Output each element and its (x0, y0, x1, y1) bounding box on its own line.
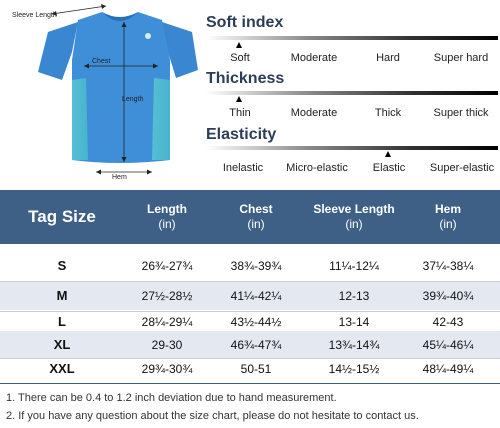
thickness-label-2: Moderate (290, 107, 338, 119)
scale-title-thickness: Thickness (206, 70, 285, 87)
soft-index-label-4: Super hard (433, 52, 489, 64)
cell-hem: 48¼-49¼ (422, 362, 474, 376)
soft-index-label-3: Hard (376, 52, 400, 64)
cell-size: S (57, 258, 67, 273)
note-1: 1. There can be 0.4 to 1.2 inch deviatio… (6, 392, 337, 404)
cell-chest: 43½-44½ (230, 315, 282, 329)
header-hem: Hem (in) (434, 202, 462, 231)
cell-hem: 42-43 (432, 315, 464, 329)
scale-title-elasticity: Elasticity (206, 126, 277, 143)
elasticity-label-4: Super-elastic (429, 162, 495, 174)
soft-index-label-2: Moderate (290, 52, 338, 64)
soft-index-label-1: Soft (230, 52, 250, 64)
cell-chest: 50-51 (240, 362, 272, 376)
sleeve-length-label: Sleeve Length (12, 12, 57, 19)
cell-length: 27½-28½ (141, 289, 193, 303)
thickness-label-4: Super thick (433, 107, 489, 119)
length-label: Length (122, 96, 144, 103)
cell-length: 28¼-29¼ (141, 315, 193, 329)
cell-sleeve: 12-13 (338, 289, 370, 303)
cell-chest: 46¾-47¾ (230, 338, 282, 352)
elasticity-marker (385, 151, 391, 157)
hem-label: Hem (112, 174, 127, 181)
row-divider (0, 358, 500, 359)
cell-length: 26¾-27¾ (141, 259, 193, 273)
cell-chest: 41¼-42¼ (230, 289, 282, 303)
thickness-label-3: Thick (374, 107, 402, 119)
cell-length: 29¾-30¾ (141, 362, 193, 376)
elasticity-bar (206, 146, 498, 150)
cell-sleeve: 11¼-12¼ (329, 259, 379, 273)
elasticity-label-2: Micro-elastic (286, 162, 348, 174)
cell-size: XXL (49, 361, 75, 376)
cell-sleeve: 13¾-14¾ (328, 338, 380, 352)
cell-hem: 39¾-40¾ (422, 289, 474, 303)
scale-title-soft-index: Soft index (206, 14, 284, 31)
cell-size: XL (53, 337, 71, 352)
header-chest: Chest (in) (239, 202, 273, 231)
header-sleeve-length: Sleeve Length (in) (313, 202, 395, 231)
tshirt-image (38, 4, 198, 175)
table-row: S 26¾-27¾ 38¾-39¾ 11¼-12¼ 37¼-38¼ (0, 252, 500, 280)
cell-size: M (56, 288, 68, 303)
cell-hem: 45¼-46¼ (422, 338, 474, 352)
cell-chest: 38¾-39¾ (230, 259, 282, 273)
soft-index-marker (236, 42, 242, 48)
table-header: Tag Size Length (in) Chest (in) Sleeve L… (0, 190, 500, 244)
cell-length: 29-30 (151, 338, 183, 352)
table-bottom-rule (0, 383, 500, 384)
cell-size: L (58, 314, 66, 329)
thickness-marker (236, 96, 242, 102)
thickness-bar (206, 91, 498, 95)
row-divider (0, 311, 500, 312)
elasticity-label-3: Elastic (372, 162, 406, 174)
chest-label: Chest (92, 58, 111, 65)
note-2: 2. If you have any question about the si… (6, 410, 419, 422)
table-row: M 27½-28½ 41¼-42¼ 12-13 39¾-40¾ (0, 282, 500, 310)
soft-index-bar (206, 36, 498, 40)
elasticity-label-1: Inelastic (222, 162, 264, 174)
cell-sleeve: 13-14 (338, 315, 370, 329)
cell-hem: 37¼-38¼ (422, 259, 474, 273)
table-row: L 28¼-29¼ 43½-44½ 13-14 42-43 (0, 308, 500, 336)
cell-sleeve: 14½-15½ (328, 362, 380, 376)
table-row: XL 29-30 46¾-47¾ 13¾-14¾ 45¼-46¼ (0, 331, 500, 359)
table-row: XXL 29¾-30¾ 50-51 14½-15½ 48¼-49¼ (0, 355, 500, 383)
header-tag-size: Tag Size (28, 207, 96, 226)
shirt-illustration: Sleeve Length Chest Length Hem (0, 0, 200, 190)
header-length: Length (in) (147, 202, 187, 231)
thickness-label-1: Thin (229, 107, 251, 119)
row-divider (0, 281, 500, 282)
